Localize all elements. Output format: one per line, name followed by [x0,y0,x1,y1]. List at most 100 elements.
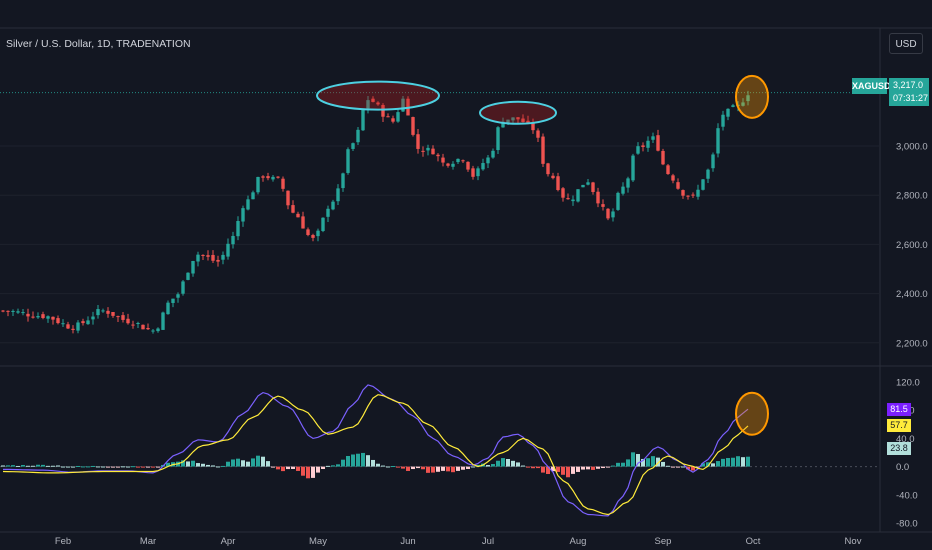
macd-histogram-bar [31,465,35,467]
macd-histogram-bar [631,452,635,467]
macd-histogram-bar [431,466,435,473]
macd-histogram-bar [486,465,490,467]
macd-histogram-bar [331,465,335,467]
macd-histogram-bar [591,466,595,470]
candle-body [391,118,395,122]
macd-histogram-bar [451,466,455,473]
candle-body [606,208,610,219]
candle-body [186,272,190,280]
macd-histogram-bar [491,464,495,467]
macd-histogram-bar [456,466,460,471]
candle-body [276,176,280,178]
macd-histogram-bar [586,466,590,470]
candle-body [401,98,405,112]
macd-histogram-bar [146,466,150,468]
candle-body [676,182,680,189]
candle-body [111,311,115,316]
macd-histogram-bar [641,458,645,467]
candle-body [141,324,145,330]
candle-body [486,157,490,164]
macd-histogram-bar [221,465,225,467]
candle-body [336,188,340,202]
macd-histogram-bar [506,459,510,467]
macd-histogram-bar [321,466,325,470]
candle-body [36,316,40,318]
macd-histogram-bar [61,466,65,468]
candle-body [716,128,720,154]
candle-body [216,259,220,262]
macd-histogram-bar [51,465,55,467]
histogram-value-tag: 23.8 [887,442,911,455]
candle-body [441,157,445,163]
macd-histogram-bar [256,455,260,467]
macd-histogram-bar [346,455,350,467]
candle-body [456,158,460,163]
macd-histogram-bar [1,465,5,467]
macd-histogram-bar [596,466,600,469]
candle-body [426,147,430,151]
macd-tick-label: 40.0 [896,434,915,445]
candle-body [171,298,175,303]
candle-body [156,328,160,332]
currency-button[interactable]: USD [889,33,923,54]
macd-histogram-bar [361,452,365,467]
candle-body [746,95,750,102]
macd-histogram-bar [556,466,560,472]
candle-body [246,199,250,210]
macd-histogram-bar [16,465,20,467]
macd-histogram-bar [656,457,660,467]
candle-body [56,318,60,324]
macd-histogram-bar [716,461,720,467]
macd-histogram-bar [136,466,140,468]
candle-body [656,135,660,151]
candle-body [166,302,170,315]
macd-histogram-bar [426,466,430,473]
candle-body [436,154,440,157]
candle-body [431,148,435,155]
macd-histogram-bar [11,465,15,467]
macd-histogram-bar [701,463,705,467]
candle-body [546,163,550,175]
candle-body [241,208,245,222]
candle-body [51,316,55,320]
macd-histogram-bar [56,465,60,467]
macd-line [3,384,749,517]
macd-histogram-bar [601,466,605,469]
macd-histogram-bar [551,466,555,472]
candle-body [126,318,130,324]
candle-body [621,186,625,194]
candle-body [101,310,105,312]
candle-body [116,316,120,318]
macd-histogram-bar [306,466,310,479]
macd-histogram-bar [131,466,135,468]
macd-histogram-bar [186,461,190,467]
candle-body [516,117,520,120]
candle-body [31,316,35,318]
candle-body [526,120,530,124]
candle-body [41,314,45,318]
macd-histogram-bar [671,466,675,468]
candle-body [131,324,135,326]
macd-histogram-bar [191,460,195,467]
candle-body [121,315,125,320]
candle-body [511,117,515,121]
macd-histogram-bar [141,466,145,468]
macd-histogram-bar [246,461,250,467]
candle-body [581,184,585,188]
macd-histogram-bar [546,466,550,475]
macd-histogram-bar [96,466,100,468]
candle-body [646,140,650,148]
candle-body [281,178,285,189]
macd-high-circle [735,391,769,436]
macd-histogram-bar [271,466,275,468]
macd-histogram-bar [566,466,570,478]
macd-histogram-bar [41,464,45,467]
candle-body [206,255,210,257]
candle-body [66,324,70,329]
time-tick-label: Apr [221,536,236,547]
macd-histogram-bar [531,466,535,469]
macd-histogram-bar [661,461,665,467]
candle-body [256,176,260,193]
candle-body [76,322,80,331]
